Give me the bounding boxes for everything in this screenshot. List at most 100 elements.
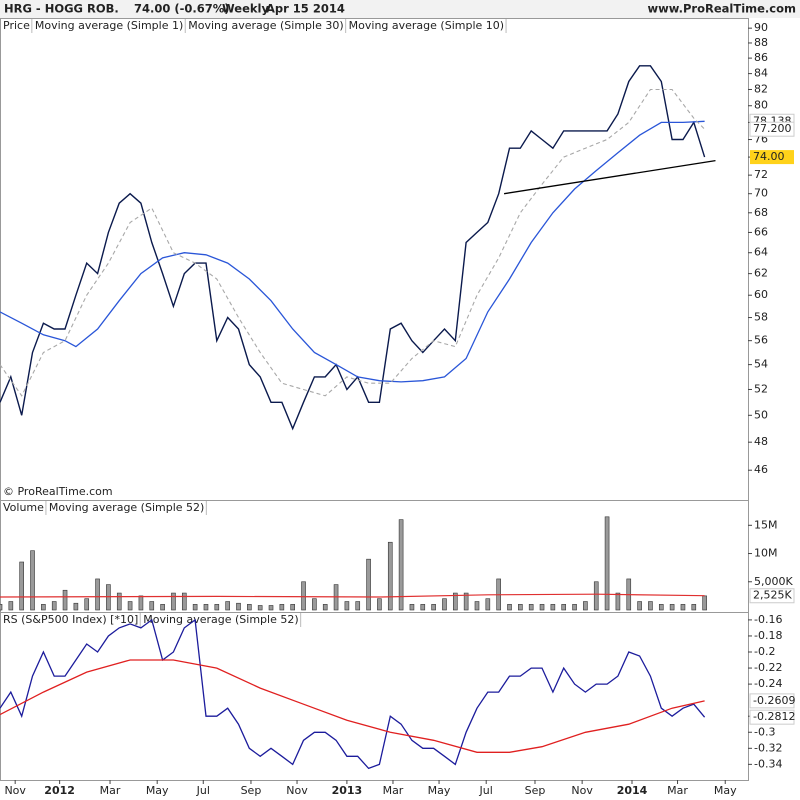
x-tick-label: Nov xyxy=(286,784,308,797)
y-tick-label: 84 xyxy=(754,67,768,80)
series-line xyxy=(0,618,706,770)
series-line xyxy=(0,593,705,598)
volume-bar xyxy=(181,592,187,611)
y-tick-label: 56 xyxy=(754,334,768,347)
volume-bar xyxy=(572,604,577,611)
volume-bar xyxy=(648,601,653,611)
last-value-label: 2,525K xyxy=(753,589,792,602)
volume-bar xyxy=(528,604,534,611)
volume-bar xyxy=(366,558,371,611)
last-value-label: 77.200 xyxy=(753,122,792,135)
volume-bar xyxy=(312,598,317,611)
y-tick-label: 54 xyxy=(754,358,768,371)
legend-entry: Price xyxy=(3,19,30,32)
x-tick-label: 2013 xyxy=(332,784,363,797)
y-tick-label: 68 xyxy=(754,206,768,219)
y-tick-label: -0.24 xyxy=(754,677,782,690)
x-tick-label: Sep xyxy=(525,784,546,797)
y-tick-label: -0.16 xyxy=(754,613,782,626)
volume-bar xyxy=(442,598,447,611)
legend-entry: Moving average (Simple 52) xyxy=(143,613,298,626)
x-tick-label: Sep xyxy=(241,784,262,797)
volume-bar xyxy=(62,589,68,611)
y-tick-label: 66 xyxy=(754,225,768,238)
volume-bar xyxy=(322,604,328,611)
volume-bar xyxy=(247,604,252,611)
y-tick-label: 88 xyxy=(754,36,768,49)
x-tick-label: 2012 xyxy=(44,784,75,797)
header-title: HRG - HOGG ROB. xyxy=(4,2,119,16)
volume-bar xyxy=(604,516,610,611)
y-tick-label: 70 xyxy=(754,187,768,200)
volume-bar xyxy=(51,601,57,611)
x-tick-label: Nov xyxy=(571,784,593,797)
trendline xyxy=(503,160,716,195)
volume-bar xyxy=(669,604,675,611)
volume-bar xyxy=(658,604,664,611)
y-tick-label: -0.2 xyxy=(754,645,775,658)
series-line xyxy=(0,120,705,383)
volume-bar xyxy=(257,605,263,611)
series-line xyxy=(0,659,705,753)
y-tick-label: 60 xyxy=(754,288,768,301)
y-tick-label: 64 xyxy=(754,246,768,259)
last-value-label: 74.00 xyxy=(753,150,785,163)
legend-entry: Moving average (Simple 10) xyxy=(349,19,504,32)
volume-bar xyxy=(73,602,79,611)
y-tick-label: -0.22 xyxy=(754,661,782,674)
y-tick-label: 80 xyxy=(754,99,768,112)
x-tick-label: May xyxy=(428,784,451,797)
x-tick-label: Jul xyxy=(196,784,210,797)
volume-bar xyxy=(583,601,588,611)
legend-entry: Moving average (Simple 30) xyxy=(188,19,343,32)
volume-bar xyxy=(116,592,122,611)
x-tick-label: May xyxy=(146,784,169,797)
x-tick-label: May xyxy=(714,784,737,797)
legend-entry: RS (S&P500 Index) [*10] xyxy=(3,613,138,626)
volume-bar xyxy=(507,604,512,611)
y-tick-label: -0.32 xyxy=(754,741,782,754)
x-tick-label: Mar xyxy=(667,784,688,797)
volume-bar xyxy=(485,598,491,611)
volume-bar xyxy=(19,561,24,611)
volume-bar xyxy=(518,604,523,611)
panel-frame xyxy=(0,18,749,501)
y-tick-label: 86 xyxy=(754,51,768,64)
header-date: Apr 15 2014 xyxy=(266,2,345,16)
x-tick-label: 2014 xyxy=(617,784,648,797)
x-tick-label: Jul xyxy=(479,784,493,797)
volume-bar xyxy=(355,601,361,611)
volume-bar xyxy=(420,604,426,611)
volume-bar xyxy=(301,581,306,611)
header-period: Weekly xyxy=(222,2,269,16)
y-tick-label: 72 xyxy=(754,168,768,181)
volume-bar xyxy=(268,605,274,611)
volume-bar xyxy=(30,550,35,611)
volume-bar xyxy=(474,601,480,611)
x-tick-label: Mar xyxy=(383,784,404,797)
volume-bar xyxy=(398,519,404,611)
volume-bar xyxy=(637,601,642,611)
x-tick-label: Mar xyxy=(100,784,121,797)
y-tick-label: 52 xyxy=(754,382,768,395)
volume-bar xyxy=(593,581,599,611)
panel-frame xyxy=(0,500,749,613)
volume-bar xyxy=(203,604,209,611)
copyright: © ProRealTime.com xyxy=(3,485,113,498)
volume-bar xyxy=(691,604,697,611)
last-value-box xyxy=(749,588,795,604)
volume-bar xyxy=(680,604,686,611)
volume-bar xyxy=(138,595,144,611)
volume-bar xyxy=(149,601,155,611)
legend-entry: Volume xyxy=(3,501,44,514)
volume-bar xyxy=(279,604,285,611)
y-tick-label: 90 xyxy=(754,21,768,34)
last-value-box xyxy=(749,121,795,137)
y-tick-label: 5,000K xyxy=(754,575,793,588)
y-tick-label: -0.34 xyxy=(754,757,782,770)
last-value-box xyxy=(750,150,794,165)
legend-entry: Moving average (Simple 52) xyxy=(49,501,204,514)
volume-bar xyxy=(160,604,165,611)
y-tick-label: 10M xyxy=(754,547,778,560)
